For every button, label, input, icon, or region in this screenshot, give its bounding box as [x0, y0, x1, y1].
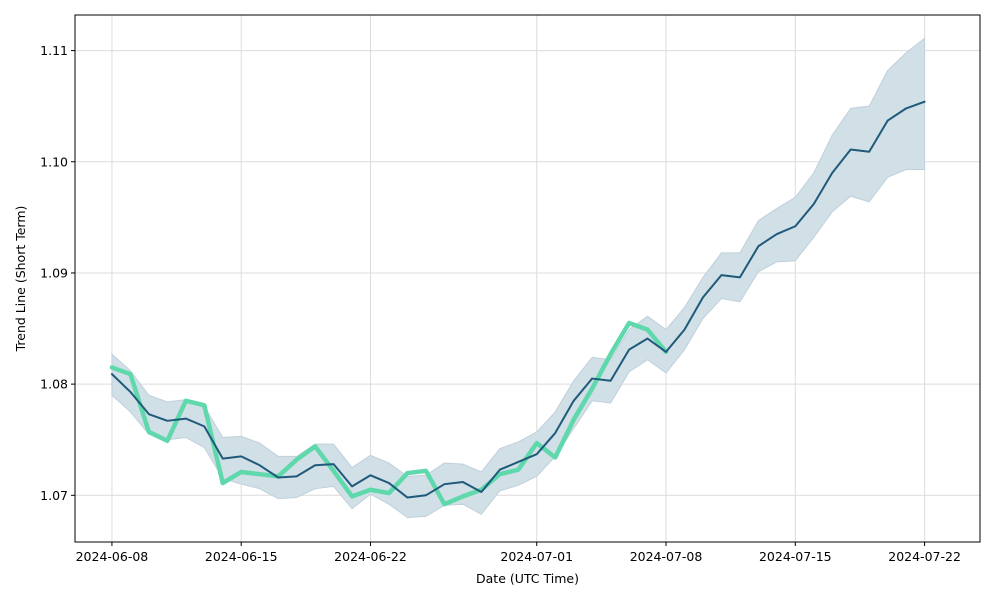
grid — [75, 15, 980, 542]
y-axis-label: Trend Line (Short Term) — [13, 206, 28, 353]
y-tick-label: 1.07 — [40, 488, 68, 503]
x-tick-label: 2024-07-01 — [500, 549, 573, 564]
trend-line — [110, 100, 926, 499]
x-tick-label: 2024-06-15 — [205, 549, 278, 564]
plot-frame — [74, 14, 981, 543]
confidence-band — [111, 37, 926, 519]
x-tick-label: 2024-06-22 — [334, 549, 407, 564]
axis-ticks: 2024-06-08 2024-06-15 2024-06-22 2024-07-01… — [40, 43, 961, 564]
price-line — [109, 320, 669, 507]
x-tick-label: 2024-07-15 — [759, 549, 832, 564]
y-tick-label: 1.08 — [40, 377, 68, 392]
y-tick-label: 1.11 — [40, 43, 68, 58]
x-tick-label: 2024-07-08 — [630, 549, 703, 564]
x-axis-label: Date (UTC Time) — [476, 571, 579, 586]
x-tick-label: 2024-06-08 — [76, 549, 149, 564]
series-lines — [109, 100, 926, 507]
confidence-band-area — [111, 37, 926, 519]
y-tick-label: 1.10 — [40, 154, 68, 169]
y-tick-label: 1.09 — [40, 265, 68, 280]
x-tick-label: 2024-07-22 — [888, 549, 961, 564]
